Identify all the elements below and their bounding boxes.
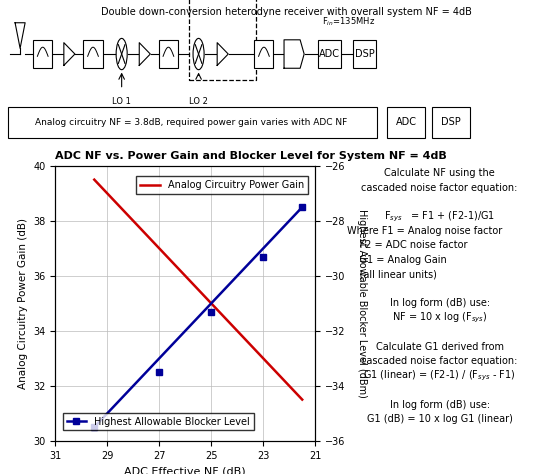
Text: cascaded noise factor equation:: cascaded noise factor equation: xyxy=(362,182,518,192)
Text: In log form (dB) use:: In log form (dB) use: xyxy=(389,400,490,410)
Bar xyxy=(189,0,257,80)
Polygon shape xyxy=(139,43,150,65)
Legend: Highest Allowable Blocker Level: Highest Allowable Blocker Level xyxy=(62,413,253,430)
Text: (all linear units): (all linear units) xyxy=(347,269,437,279)
Text: Calculate NF using the: Calculate NF using the xyxy=(384,168,495,178)
Bar xyxy=(159,40,178,68)
X-axis label: ADC Effective NF (dB): ADC Effective NF (dB) xyxy=(124,466,246,474)
Bar xyxy=(8,107,377,138)
Polygon shape xyxy=(15,23,25,48)
Polygon shape xyxy=(64,43,75,65)
Bar xyxy=(353,40,376,68)
Text: DSP: DSP xyxy=(354,49,374,59)
Polygon shape xyxy=(217,43,228,65)
Text: NF = 10 x log (F$_{sys}$): NF = 10 x log (F$_{sys}$) xyxy=(392,310,487,325)
Text: Where F1 = Analog noise factor: Where F1 = Analog noise factor xyxy=(347,226,502,236)
Text: G1 (linear) = (F2-1) / (F$_{sys}$ - F1): G1 (linear) = (F2-1) / (F$_{sys}$ - F1) xyxy=(363,368,516,383)
Y-axis label: Highest Allowable Blocker Level (dBm): Highest Allowable Blocker Level (dBm) xyxy=(357,209,367,398)
Bar xyxy=(318,40,341,68)
Text: ADC: ADC xyxy=(395,117,416,128)
Circle shape xyxy=(116,38,127,70)
Bar xyxy=(387,107,425,138)
Text: G1 (dB) = 10 x log G1 (linear): G1 (dB) = 10 x log G1 (linear) xyxy=(367,414,513,424)
Text: cascaded noise factor equation:: cascaded noise factor equation: xyxy=(362,356,518,366)
Text: In log form (dB) use:: In log form (dB) use: xyxy=(389,298,490,309)
Bar xyxy=(84,40,102,68)
Polygon shape xyxy=(284,40,304,68)
Bar xyxy=(254,40,274,68)
Text: ADC: ADC xyxy=(319,49,340,59)
Text: F$_{in}$=135MHz: F$_{in}$=135MHz xyxy=(322,16,375,28)
Text: LO 1: LO 1 xyxy=(112,97,131,106)
Text: Analog circuitry NF = 3.8dB, required power gain varies with ADC NF: Analog circuitry NF = 3.8dB, required po… xyxy=(35,118,347,127)
Text: LO 2: LO 2 xyxy=(189,97,208,106)
Text: F2 = ADC noise factor: F2 = ADC noise factor xyxy=(347,240,467,250)
Text: Double down-conversion heterodyne receiver with overall system NF = 4dB: Double down-conversion heterodyne receiv… xyxy=(101,7,472,17)
Text: DSP: DSP xyxy=(441,117,461,128)
Text: F$_{sys}$   = F1 + (F2-1)/G1: F$_{sys}$ = F1 + (F2-1)/G1 xyxy=(384,210,495,224)
Bar xyxy=(432,107,470,138)
Y-axis label: Analog Circuitry Power Gain (dB): Analog Circuitry Power Gain (dB) xyxy=(18,218,28,389)
Text: ADC NF vs. Power Gain and Blocker Level for System NF = 4dB: ADC NF vs. Power Gain and Blocker Level … xyxy=(55,151,447,161)
Circle shape xyxy=(193,38,204,70)
Text: Calculate G1 derived from: Calculate G1 derived from xyxy=(375,342,504,352)
Bar xyxy=(33,40,53,68)
Text: G1 = Analog Gain: G1 = Analog Gain xyxy=(347,255,446,265)
